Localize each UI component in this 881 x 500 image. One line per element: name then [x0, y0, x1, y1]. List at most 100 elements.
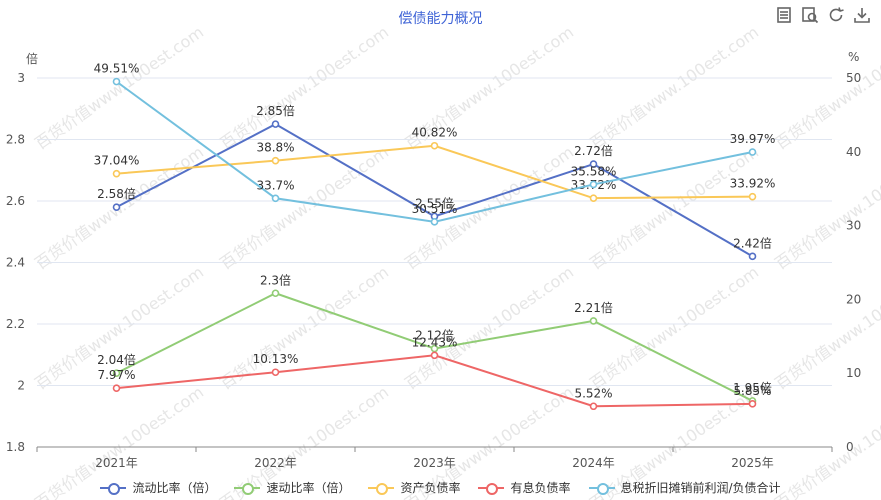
right-axis-unit: % [848, 50, 860, 64]
y-left-tick-label: 2.8 [6, 133, 25, 147]
legend-item[interactable]: 资产负债率 [368, 479, 460, 496]
data-label: 2.12倍 [415, 328, 454, 343]
data-point [589, 180, 598, 189]
data-label: 2.72倍 [574, 143, 613, 158]
data-point [271, 368, 280, 377]
refresh-icon[interactable] [827, 6, 845, 24]
watermark-text: 百货价值www.100est.com [31, 22, 207, 153]
data-label: 2.42倍 [733, 235, 772, 250]
data-label: 12.43% [412, 335, 458, 349]
y-right-tick-label: 30 [846, 219, 861, 233]
data-point [112, 169, 121, 178]
data-view-icon[interactable] [775, 6, 793, 24]
legend-swatch-icon [100, 481, 127, 495]
data-label: 30.51% [412, 202, 458, 216]
data-point [748, 252, 757, 261]
watermark-text: 百货价值www.100est.com [586, 142, 762, 273]
watermark-text: 百货价值www.100est.com [216, 22, 392, 153]
legend-label: 资产负债率 [400, 481, 461, 495]
data-label: 2.58倍 [97, 186, 136, 201]
watermark: 百货价值www.100est.com 百货价值www.100est.com 百货价值… [31, 22, 881, 500]
data-point [271, 156, 280, 165]
chart-title: 偿债能力概况 [398, 11, 483, 27]
watermark-text: 百货价值www.100est.com [216, 142, 392, 273]
watermark-text: 百货价值www.100est.com [771, 262, 881, 393]
legend-swatch-icon [588, 481, 615, 495]
data-label: 33.92% [730, 177, 776, 191]
x-tick-label: 2022年 [254, 456, 297, 470]
data-label: 7.97% [97, 368, 135, 382]
x-tick-label: 2023年 [413, 456, 456, 470]
y-left-tick-label: 2.2 [6, 317, 25, 331]
data-label: 39.97% [730, 132, 776, 146]
x-tick-label: 2025年 [731, 456, 774, 470]
data-label: 2.3倍 [260, 272, 291, 287]
data-point [430, 141, 439, 150]
legend-label: 速动比率（倍） [266, 481, 351, 495]
chart-toolbar [775, 6, 871, 24]
data-point [112, 369, 121, 378]
restore-icon[interactable] [801, 6, 819, 24]
data-point [748, 192, 757, 201]
x-tick-label: 2024年 [572, 456, 615, 470]
y-left-tick-label: 2.4 [6, 256, 25, 270]
data-point [748, 400, 757, 408]
y-left-tick-label: 2 [17, 379, 25, 393]
data-label: 2.04倍 [97, 352, 136, 367]
data-point [271, 120, 280, 128]
y-left-tick-label: 1.8 [6, 440, 25, 454]
data-point [112, 203, 121, 211]
data-point [430, 351, 439, 360]
data-point [589, 194, 598, 202]
legend-label: 息税折旧摊销前利润/负债合计 [620, 481, 781, 495]
data-point [589, 402, 598, 411]
data-point [271, 289, 280, 298]
watermark-text: 百货价值www.100est.com [216, 262, 392, 393]
legend-item[interactable]: 息税折旧摊销前利润/负债合计 [588, 479, 781, 496]
y-left-tick-label: 2.6 [6, 194, 25, 208]
data-point [430, 218, 439, 226]
legend-swatch-icon [234, 481, 261, 495]
data-label: 49.51% [94, 62, 140, 76]
data-point [112, 384, 121, 392]
data-point [748, 148, 757, 156]
data-label: 1.95倍 [733, 380, 772, 395]
legend-label: 流动比率（倍） [132, 481, 217, 495]
save-image-icon[interactable] [853, 6, 871, 24]
legend-item[interactable]: 有息负债率 [478, 479, 571, 496]
y-right-tick-label: 40 [846, 145, 861, 159]
data-label: 38.8% [256, 141, 294, 155]
data-point [112, 77, 121, 86]
data-point [589, 160, 598, 168]
data-label: 40.82% [412, 126, 458, 140]
y-right-tick-label: 10 [846, 366, 861, 380]
data-label: 37.04% [94, 154, 140, 168]
legend-swatch-icon [478, 481, 505, 495]
x-tick-label: 2021年 [95, 456, 138, 470]
legend-item[interactable]: 流动比率（倍） [100, 479, 216, 496]
data-label: 5.52% [574, 386, 612, 400]
data-label: 2.21倍 [574, 300, 613, 315]
data-label: 33.7% [256, 178, 294, 192]
data-label: 2.55倍 [415, 195, 454, 210]
y-right-tick-label: 0 [846, 440, 854, 454]
data-label: 2.85倍 [256, 103, 295, 118]
y-left-tick-label: 3 [17, 71, 25, 85]
data-point [271, 194, 280, 203]
data-label: 5.85% [733, 384, 771, 398]
watermark-text: 百货价值www.100est.com [771, 22, 881, 153]
data-label: 35.58% [571, 164, 617, 178]
watermark-text: 百货价值www.100est.com [586, 262, 762, 393]
data-label: 10.13% [253, 352, 299, 366]
chart-legend: 流动比率（倍） 速动比率（倍） 资产负债率 有息负债率 息税折旧摊销前利润/负债合计 [0, 479, 881, 496]
left-axis-unit: 倍 [26, 52, 39, 66]
legend-item[interactable]: 速动比率（倍） [234, 479, 350, 496]
data-point [589, 317, 598, 325]
legend-label: 有息负债率 [510, 481, 571, 495]
y-right-tick-label: 50 [846, 71, 861, 85]
legend-swatch-icon [368, 481, 395, 495]
y-right-tick-label: 20 [846, 292, 861, 306]
watermark-text: 百货价值www.100est.com [771, 142, 881, 273]
